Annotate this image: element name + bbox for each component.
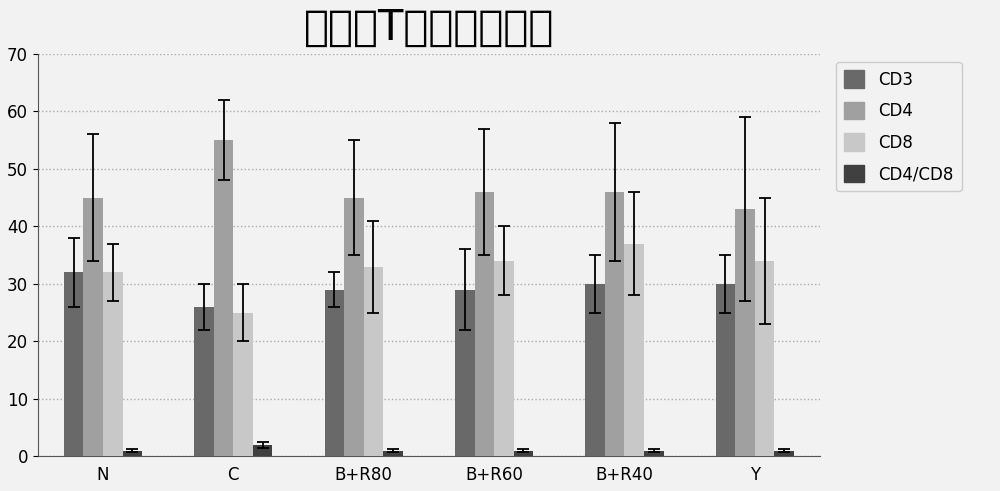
Bar <box>605 192 624 456</box>
Bar <box>64 273 83 456</box>
Bar <box>214 140 233 456</box>
Bar <box>774 451 794 456</box>
Bar <box>325 290 344 456</box>
Bar <box>514 451 533 456</box>
Bar <box>644 451 664 456</box>
Bar <box>755 261 774 456</box>
Bar <box>103 273 123 456</box>
Bar <box>83 197 103 456</box>
Bar <box>475 192 494 456</box>
Bar <box>624 244 644 456</box>
Bar <box>233 313 253 456</box>
Bar <box>253 445 272 456</box>
Bar <box>364 267 383 456</box>
Bar <box>123 451 142 456</box>
Bar <box>716 284 735 456</box>
Bar <box>735 209 755 456</box>
Bar <box>494 261 514 456</box>
Title: 外周血T淋巴细胞变化: 外周血T淋巴细胞变化 <box>304 7 554 49</box>
Bar <box>344 197 364 456</box>
Bar <box>455 290 475 456</box>
Bar <box>383 451 403 456</box>
Legend: CD3, CD4, CD8, CD4/CD8: CD3, CD4, CD8, CD4/CD8 <box>836 62 962 191</box>
Bar <box>194 307 214 456</box>
Bar <box>585 284 605 456</box>
